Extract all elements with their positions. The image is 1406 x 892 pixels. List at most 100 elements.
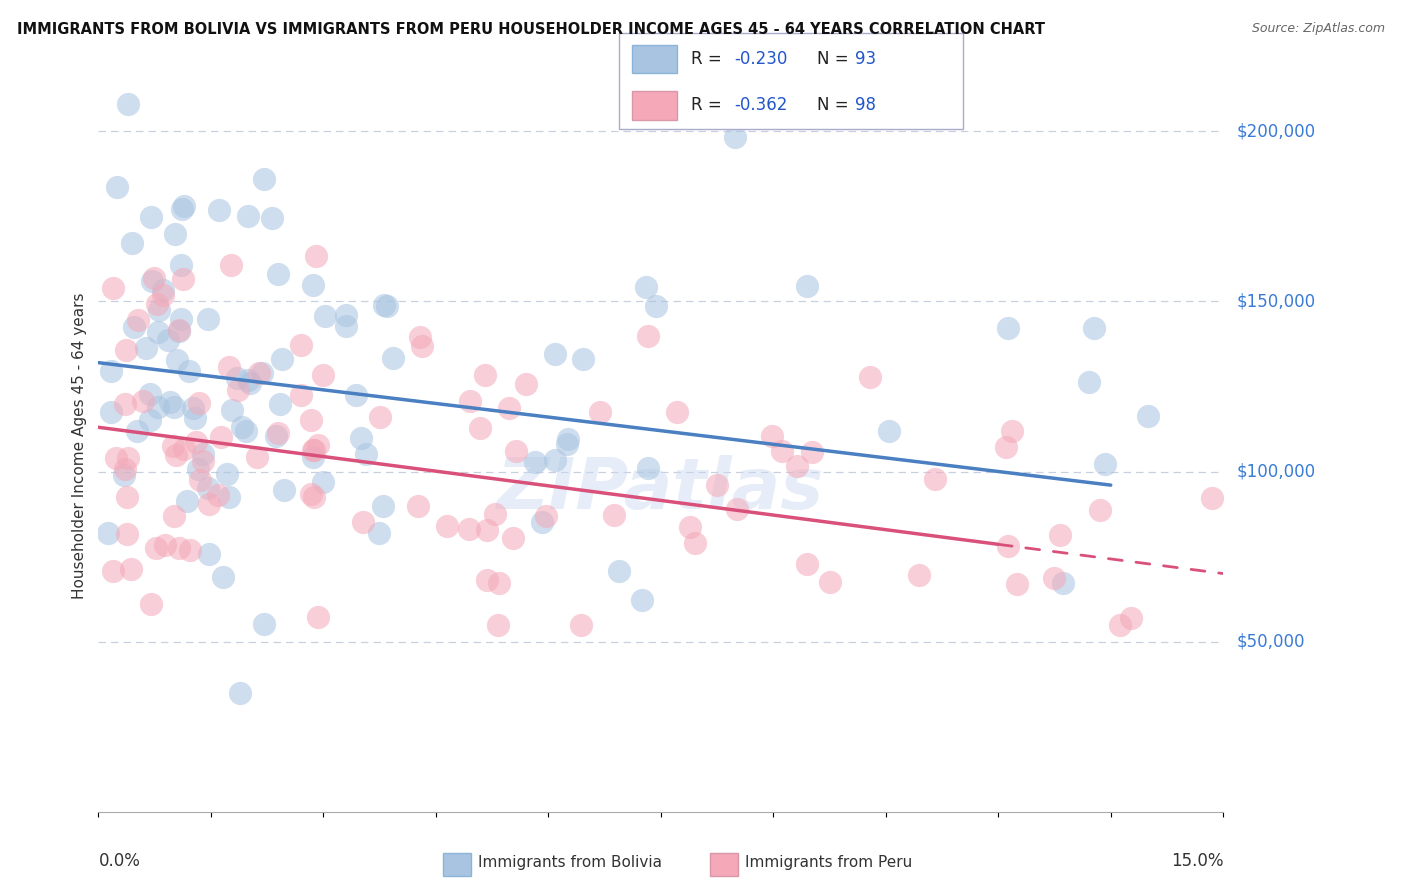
Point	[132, 394, 155, 409]
Point	[301, 277, 323, 292]
Text: IMMIGRANTS FROM BOLIVIA VS IMMIGRANTS FROM PERU HOUSEHOLDER INCOME AGES 45 - 64 : IMMIGRANTS FROM BOLIVIA VS IMMIGRANTS FR…	[17, 22, 1045, 37]
Point	[197, 547, 219, 561]
Point	[457, 522, 479, 536]
Point	[167, 324, 190, 338]
Point	[162, 509, 184, 524]
Point	[212, 570, 235, 584]
Point	[637, 460, 659, 475]
Point	[176, 494, 198, 508]
Text: 93: 93	[855, 50, 876, 68]
Point	[603, 508, 626, 522]
Point	[121, 235, 143, 250]
Point	[101, 281, 124, 295]
Text: R =: R =	[690, 50, 727, 68]
Point	[166, 353, 188, 368]
Point	[162, 439, 184, 453]
Point	[505, 443, 527, 458]
Point	[544, 453, 567, 467]
Text: N =: N =	[817, 96, 853, 114]
Point	[114, 343, 136, 358]
Point	[236, 209, 259, 223]
Point	[724, 130, 747, 145]
Point	[197, 481, 219, 495]
Point	[105, 179, 128, 194]
Point	[997, 540, 1019, 554]
Text: 0.0%: 0.0%	[98, 852, 141, 870]
Point	[531, 515, 554, 529]
Point	[104, 450, 127, 465]
Point	[155, 538, 177, 552]
Point	[167, 323, 190, 337]
FancyBboxPatch shape	[633, 45, 678, 73]
Point	[179, 542, 201, 557]
Point	[173, 199, 195, 213]
Point	[534, 508, 557, 523]
Point	[181, 401, 204, 416]
Point	[219, 258, 242, 272]
Point	[273, 483, 295, 497]
Point	[159, 395, 181, 409]
Point	[167, 541, 190, 555]
Point	[138, 387, 160, 401]
Point	[458, 394, 481, 409]
Point	[247, 366, 270, 380]
Point	[859, 370, 882, 384]
Point	[299, 487, 322, 501]
Point	[820, 574, 842, 589]
Point	[1088, 503, 1111, 517]
Point	[314, 309, 336, 323]
Point	[634, 280, 657, 294]
Point	[770, 443, 793, 458]
Point	[267, 425, 290, 440]
Point	[1052, 575, 1074, 590]
Point	[994, 440, 1017, 454]
Point	[191, 447, 214, 461]
Point	[344, 388, 367, 402]
Point	[269, 397, 291, 411]
Point	[1136, 409, 1159, 423]
Point	[796, 557, 818, 571]
Point	[173, 442, 195, 457]
Point	[498, 401, 520, 415]
Point	[139, 597, 162, 611]
Point	[796, 279, 818, 293]
Point	[117, 97, 139, 112]
Point	[352, 515, 374, 529]
Point	[117, 451, 139, 466]
Point	[515, 377, 537, 392]
Point	[786, 458, 808, 473]
Point	[231, 420, 253, 434]
Text: ZIPatlas: ZIPatlas	[498, 456, 824, 524]
Point	[307, 438, 329, 452]
Point	[198, 497, 221, 511]
Point	[148, 303, 170, 318]
Point	[209, 430, 232, 444]
Text: $150,000: $150,000	[1237, 293, 1316, 310]
Text: 98: 98	[855, 96, 876, 114]
Point	[97, 525, 120, 540]
Point	[381, 351, 404, 365]
Point	[1094, 457, 1116, 471]
Point	[406, 499, 429, 513]
Point	[488, 576, 510, 591]
Point	[127, 424, 149, 438]
Point	[609, 564, 631, 578]
Text: Source: ZipAtlas.com: Source: ZipAtlas.com	[1251, 22, 1385, 36]
Point	[475, 523, 498, 537]
Point	[484, 507, 506, 521]
Point	[235, 424, 257, 438]
Point	[486, 617, 509, 632]
Point	[679, 520, 702, 534]
Point	[146, 400, 169, 414]
Point	[172, 272, 194, 286]
Point	[141, 274, 163, 288]
Point	[127, 313, 149, 327]
Point	[221, 402, 243, 417]
Point	[350, 431, 373, 445]
Text: Immigrants from Bolivia: Immigrants from Bolivia	[478, 855, 662, 870]
Y-axis label: Householder Income Ages 45 - 64 years: Householder Income Ages 45 - 64 years	[72, 293, 87, 599]
Point	[371, 499, 394, 513]
Point	[1005, 576, 1028, 591]
Point	[184, 434, 207, 449]
Point	[502, 531, 524, 545]
